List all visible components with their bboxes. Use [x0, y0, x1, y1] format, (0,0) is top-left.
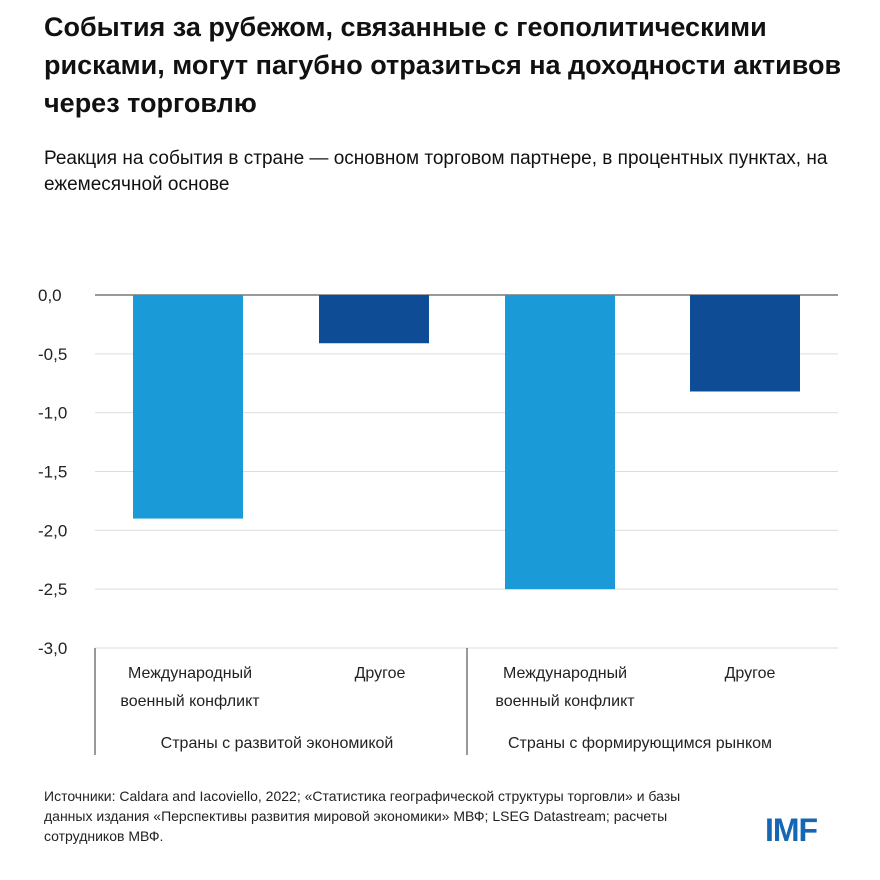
category-label: военный конфликт — [495, 693, 635, 710]
bar — [690, 295, 800, 392]
y-tick-label: -2,0 — [38, 521, 67, 540]
category-label: Другое — [355, 665, 406, 682]
y-tick-label: -1,5 — [38, 463, 67, 482]
group-label: Страны с формирующимся рынком — [508, 735, 772, 752]
y-tick-label: -1,0 — [38, 404, 67, 423]
chart-subtitle: Реакция на события в стране — основном т… — [44, 148, 828, 195]
y-tick-label: -2,5 — [38, 580, 67, 599]
bar — [505, 295, 615, 590]
y-tick-label: -0,5 — [38, 345, 67, 364]
category-label: Международный — [128, 665, 252, 682]
bar — [319, 295, 429, 344]
y-tick-label: 0,0 — [38, 286, 62, 305]
bar — [133, 295, 243, 519]
category-label: Другое — [725, 665, 776, 682]
y-tick-label: -3,0 — [38, 639, 67, 658]
category-label: военный конфликт — [120, 693, 260, 710]
group-label: Страны с развитой экономикой — [161, 735, 394, 752]
imf-logo: IMF — [765, 812, 818, 848]
category-label: Международный — [503, 665, 627, 682]
chart-title: События за рубежом, связанные с геополит… — [44, 12, 842, 118]
source-note: Источники: Caldara and Iacoviello, 2022;… — [44, 788, 681, 844]
